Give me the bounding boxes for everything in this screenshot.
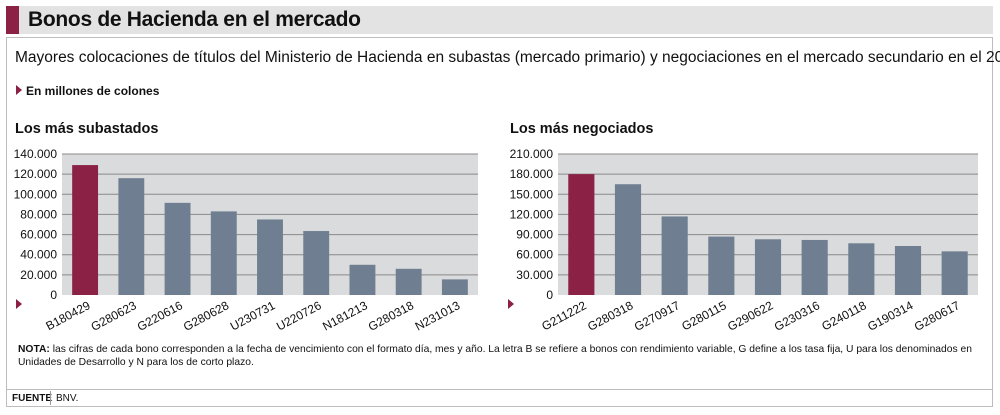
- y-tick-label: 210.000: [510, 147, 554, 161]
- x-tick-label: U220726: [274, 298, 324, 333]
- bar-G230316: [801, 239, 828, 295]
- y-tick-label: 60.000: [516, 248, 553, 262]
- x-tick-label: G280318: [585, 298, 635, 334]
- bar-G280318: [395, 268, 422, 295]
- bar-U230731: [257, 219, 283, 295]
- source-label: FUENTE: [12, 393, 52, 404]
- source-value: BNV.: [56, 393, 79, 404]
- header-bar: Bonos de Hacienda en el mercado: [6, 6, 993, 34]
- x-tick-label: U230731: [228, 298, 278, 333]
- bar-N231013: [441, 279, 468, 295]
- bar-G240118: [848, 243, 875, 295]
- bar-B180429: [72, 165, 99, 295]
- y-tick-label: 20.000: [20, 268, 57, 282]
- note-label: NOTA:: [18, 344, 50, 355]
- x-tick-label: G290622: [725, 298, 775, 334]
- y-tick-label: 120.000: [510, 207, 554, 221]
- y-tick-label: 90.000: [516, 228, 553, 242]
- y-tick-label: 140.000: [14, 147, 58, 161]
- y-tick-label: 180.000: [510, 167, 554, 181]
- axis-triangle-icon: [508, 299, 514, 309]
- note: NOTA: las cifras de cada bono correspond…: [18, 343, 978, 369]
- x-tick-label: G280628: [181, 298, 231, 334]
- y-tick-label: 150.000: [510, 187, 554, 201]
- y-tick-label: 80.000: [20, 207, 57, 221]
- footer-divider: [7, 389, 992, 390]
- bar-G270917: [661, 216, 688, 295]
- note-text: las cifras de cada bono corresponden a l…: [18, 344, 972, 368]
- x-tick-label: G270917: [632, 298, 682, 334]
- x-tick-label: G280623: [89, 298, 139, 334]
- bar-G280115: [708, 236, 735, 295]
- bar-G280628: [210, 211, 237, 295]
- page-title: Bonos de Hacienda en el mercado: [28, 8, 361, 31]
- y-tick-label: 30.000: [516, 268, 553, 282]
- chart-title-negociados: Los más negociados: [510, 121, 654, 137]
- x-tick-label: B180429: [44, 298, 93, 333]
- x-tick-label: G280115: [679, 298, 729, 333]
- bar-G220616: [164, 202, 191, 295]
- x-tick-label: N181213: [320, 298, 370, 333]
- x-tick-label: G190314: [865, 298, 915, 334]
- x-tick-label: N231013: [413, 298, 463, 333]
- y-tick-label: 0: [50, 288, 57, 302]
- y-tick-label: 0: [546, 288, 553, 302]
- axis-triangle-icon: [16, 299, 22, 309]
- bar-G280617: [941, 251, 968, 295]
- bar-G190314: [894, 245, 922, 295]
- bar-G290622: [754, 239, 782, 295]
- x-tick-label: G211222: [539, 298, 589, 333]
- header-accent: [6, 6, 19, 34]
- x-tick-label: G220616: [135, 298, 185, 334]
- x-tick-label: G280617: [912, 298, 962, 334]
- bar-G211222: [568, 174, 595, 295]
- units-label: En millones de colones: [26, 84, 160, 98]
- bar-G280318: [614, 184, 642, 295]
- bullet-triangle-icon: [16, 85, 22, 95]
- y-tick-label: 120.000: [14, 167, 58, 181]
- bar-G280623: [118, 178, 145, 295]
- source-separator: [50, 391, 51, 405]
- y-tick-label: 100.000: [14, 187, 58, 201]
- y-tick-label: 40.000: [20, 248, 57, 262]
- x-tick-label: G230316: [772, 298, 822, 334]
- subtitle: Mayores colocaciones de títulos del Mini…: [15, 49, 1000, 66]
- y-tick-label: 60.000: [20, 228, 57, 242]
- x-tick-label: G280318: [366, 298, 416, 334]
- chart-title-subastados: Los más subastados: [15, 121, 159, 137]
- chart-negociados: 0 30.000 60.000 90.000 120.000 150.000 180.000…: [508, 147, 978, 334]
- x-tick-label: G240118: [819, 298, 869, 333]
- bar-U220726: [303, 231, 330, 295]
- chart-subastados: 0 20.000 40.000 60.000 80.000 100.000 120.000 1…: [14, 147, 478, 334]
- bar-N181213: [349, 264, 376, 295]
